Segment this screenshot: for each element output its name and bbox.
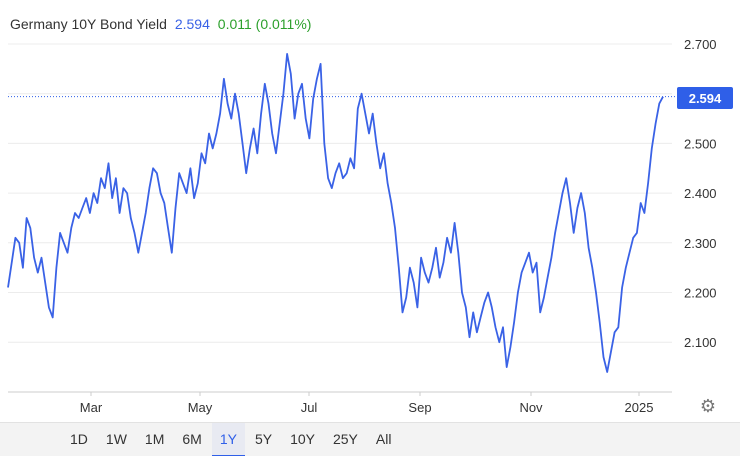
range-button-25y[interactable]: 25Y [325,423,366,456]
x-tick-label: Jul [301,400,318,415]
range-button-6m[interactable]: 6M [174,423,209,456]
y-tick-label: 2.200 [684,286,717,301]
range-button-1m[interactable]: 1M [137,423,172,456]
x-tick-label: 2025 [625,400,654,415]
y-tick-label: 2.100 [684,335,717,350]
y-tick-label: 2.300 [684,236,717,251]
x-tick-label: May [188,400,213,415]
range-button-10y[interactable]: 10Y [282,423,323,456]
range-button-1w[interactable]: 1W [98,423,135,456]
chart-area: 2.7002.6002.5002.4002.3002.2002.100MarMa… [0,0,740,420]
yield-chart[interactable]: 2.7002.6002.5002.4002.3002.2002.100MarMa… [0,0,740,420]
y-tick-label: 2.400 [684,186,717,201]
range-toolbar: 1D 1W 1M 6M 1Y 5Y 10Y 25Y All [0,422,740,456]
range-button-all[interactable]: All [368,423,400,456]
y-tick-label: 2.500 [684,136,717,151]
range-button-1d[interactable]: 1D [62,423,96,456]
current-price-tag: 2.594 [677,87,733,109]
yield-change: 0.011 (0.011%) [217,16,312,32]
x-tick-label: Mar [80,400,103,415]
x-tick-label: Sep [408,400,431,415]
range-button-5y[interactable]: 5Y [247,423,280,456]
gear-icon[interactable]: ⚙ [699,396,717,416]
y-tick-label: 2.700 [684,37,717,52]
x-tick-label: Nov [519,400,543,415]
chart-header: Germany 10Y Bond Yield 2.594 0.011 (0.01… [10,16,311,32]
yield-series-line [7,53,664,373]
chart-title: Germany 10Y Bond Yield [10,16,167,32]
current-yield: 2.594 [174,16,210,32]
range-button-1y[interactable]: 1Y [211,423,245,456]
